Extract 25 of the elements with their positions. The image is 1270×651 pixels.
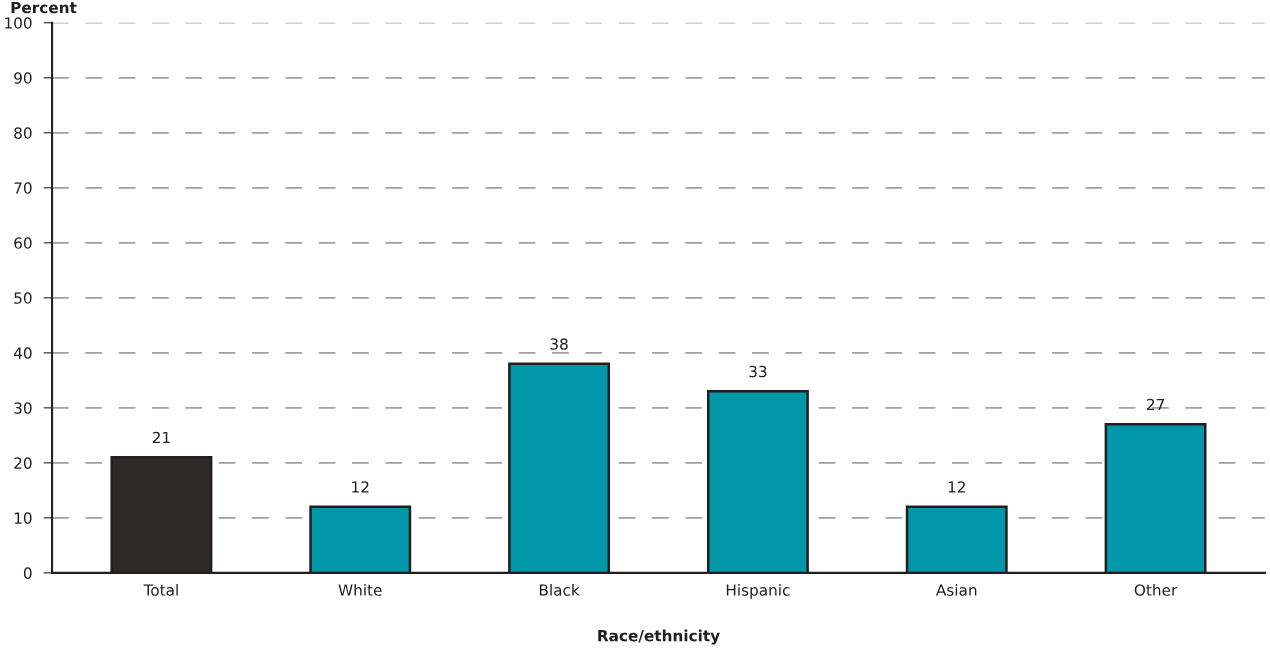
data-label: 12 [948,481,965,493]
data-label: 12 [352,481,369,493]
y-tick-label: 80 [14,127,32,139]
y-tick-label: 10 [14,512,32,524]
data-label: 38 [550,338,568,350]
data-label: 21 [152,431,170,444]
y-tick-label: 100 [5,17,32,29]
y-tick-label: 60 [14,237,32,249]
y-axis-title: Percent [11,1,77,14]
x-tick-label: White [338,583,382,596]
data-label: 27 [1146,398,1164,411]
data-label: 33 [749,365,767,378]
y-tick-label: 70 [14,182,32,194]
x-tick-label: Black [539,583,580,596]
x-tick-label: Total [143,583,178,596]
y-tick-label: 20 [14,457,32,469]
y-tick-label: 0 [23,567,32,579]
x-tick-label: Hispanic [726,583,790,599]
x-tick-label: Other [1134,583,1178,596]
y-tick-label: 30 [14,402,32,414]
y-tick-label: 50 [14,292,32,304]
y-tick-label: 40 [13,347,32,359]
y-tick-label: 90 [14,72,32,84]
x-tick-label: Asian [936,583,977,596]
x-axis-title: Race/ethnicity [598,629,720,645]
